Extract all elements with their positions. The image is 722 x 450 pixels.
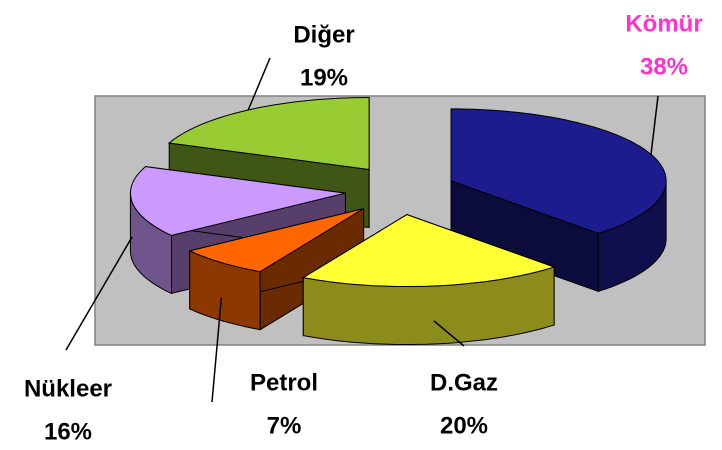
- slice-top: [450, 108, 667, 234]
- leader-line: [65, 236, 133, 351]
- category-label: Petrol: [250, 369, 318, 396]
- value-label: 7%: [267, 412, 302, 439]
- leader-line: [247, 57, 271, 111]
- value-label: 19%: [300, 64, 348, 91]
- category-label: Kömür: [625, 10, 702, 37]
- slice-top: [301, 214, 556, 287]
- leader-line: [650, 95, 659, 155]
- category-label: D.Gaz: [430, 369, 498, 396]
- slice-top: [167, 97, 370, 171]
- category-label: Diğer: [293, 21, 354, 48]
- value-label: 16%: [44, 418, 92, 445]
- slice-top: [129, 166, 346, 236]
- slices: [129, 97, 667, 345]
- leader-line: [433, 320, 465, 347]
- category-label: Nükleer: [24, 375, 112, 402]
- slice-top: [188, 208, 364, 273]
- value-label: 38%: [640, 53, 688, 80]
- value-label: 20%: [440, 412, 488, 439]
- labels: Kömür 38% D.Gaz 20% Petrol 7% Nükleer 16% Diğer 1…: [24, 10, 703, 445]
- leader-line: [211, 297, 223, 403]
